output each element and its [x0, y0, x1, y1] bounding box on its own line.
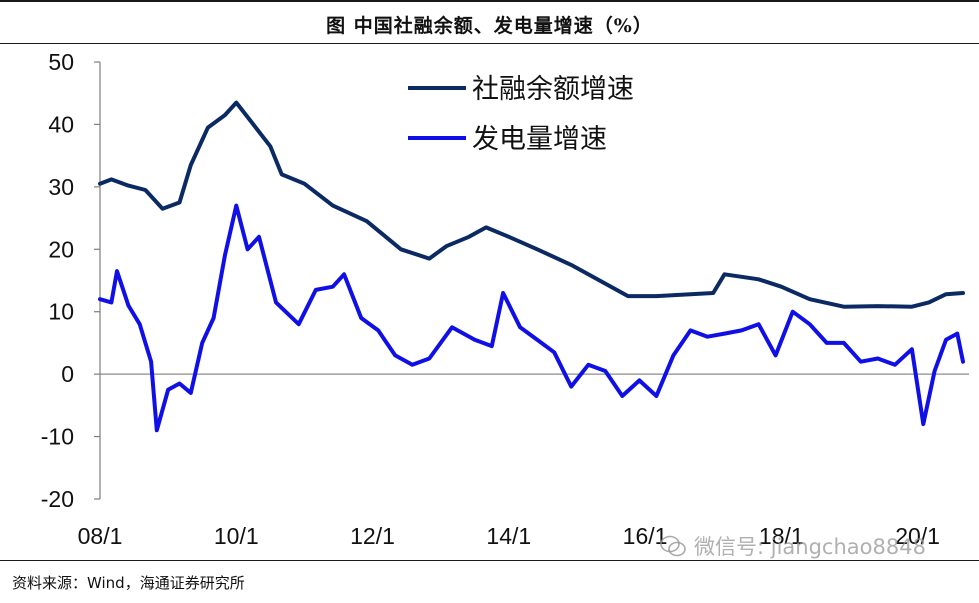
chart-title-bar: 图 中国社融余额、发电量增速（%） [0, 0, 979, 44]
series-line-power-generation [98, 203, 965, 433]
chart-area: 50 40 30 20 10 0 -10 -20 08/1 10/1 12/1 14/1 16/1 18/… [0, 44, 979, 559]
y-tick-label: 40 [48, 111, 74, 137]
chart-title: 图 中国社融余额、发电量增速（%） [326, 15, 653, 37]
y-tick-label: 20 [48, 236, 74, 262]
series-line-social-financing [98, 100, 965, 309]
y-tick-label: -20 [41, 486, 74, 512]
y-tick-label: 10 [48, 299, 74, 325]
legend-label-social-financing: 社融余额增速 [472, 74, 634, 104]
x-tick-label: 14/1 [486, 523, 531, 549]
source-note: 资料来源：Wind，海通证券研究所 [12, 574, 245, 592]
x-tick-label: 10/1 [214, 523, 259, 549]
y-tick-label: 50 [48, 49, 74, 75]
x-tick-label: 18/1 [759, 523, 804, 549]
watermark-text: 微信号: jiangchao8848 [694, 535, 926, 559]
y-tick-label: 30 [48, 174, 74, 200]
wechat-watermark: 微信号: jiangchao8848 [660, 531, 926, 561]
y-tick-label: 0 [61, 361, 74, 387]
x-tick-label: 12/1 [350, 523, 395, 549]
x-tick-label: 16/1 [623, 523, 668, 549]
x-tick-label: 08/1 [78, 523, 123, 549]
x-tick-label: 20/1 [895, 523, 940, 549]
y-tick-label: -10 [41, 424, 74, 450]
footer: 资料来源：Wind，海通证券研究所 [0, 560, 979, 603]
legend-label-power-generation: 发电量增速 [472, 124, 607, 154]
wechat-icon [660, 535, 686, 557]
